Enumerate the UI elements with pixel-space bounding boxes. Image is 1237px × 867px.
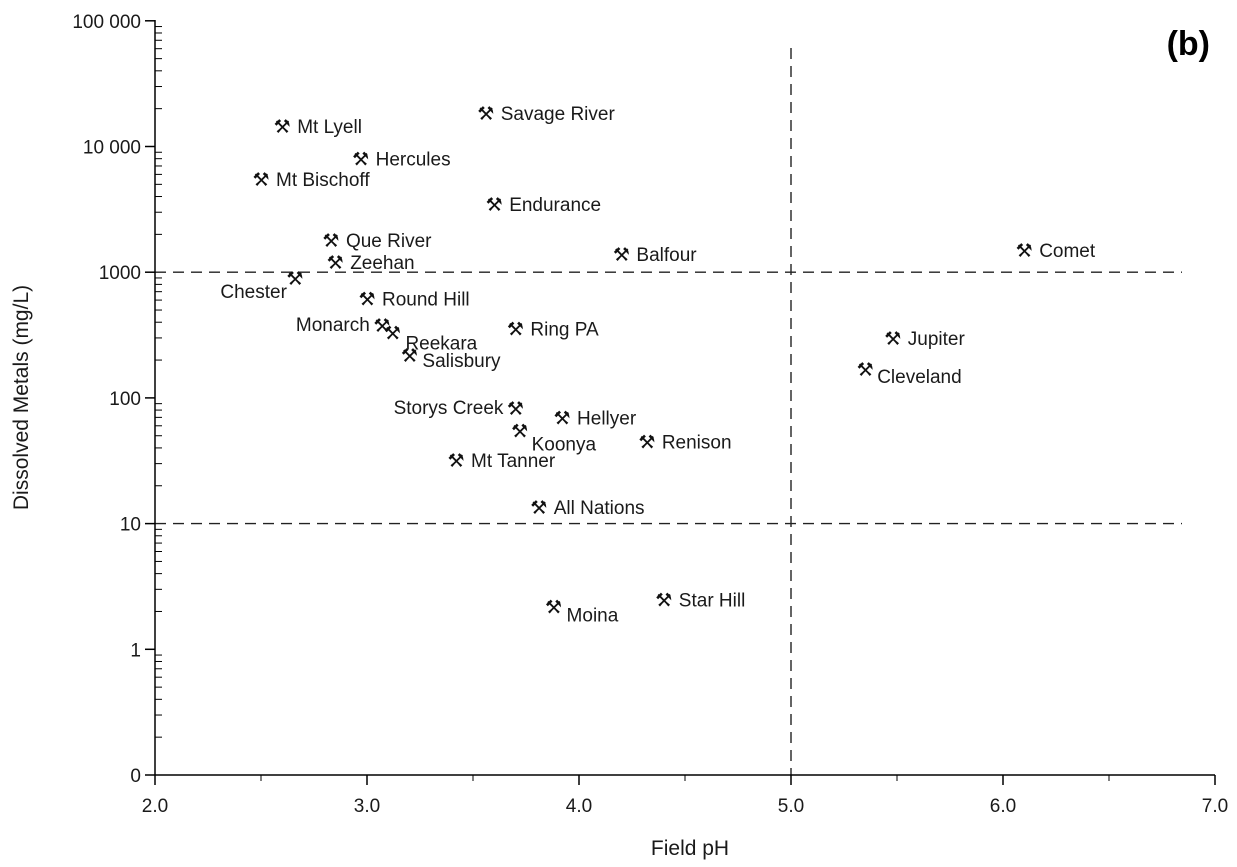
pick-and-hammer-icon: ⚒ bbox=[373, 315, 390, 337]
data-point: ⚒Storys Creek bbox=[394, 398, 524, 420]
point-label: Savage River bbox=[501, 104, 616, 125]
y-tick-label: 0 bbox=[130, 766, 141, 787]
x-tick-label: 6.0 bbox=[990, 796, 1016, 817]
point-label: Koonya bbox=[532, 435, 597, 456]
point-label: Balfour bbox=[636, 245, 697, 266]
data-point: ⚒ Star Hill bbox=[655, 589, 745, 611]
pick-and-hammer-icon: ⚒ bbox=[507, 398, 524, 420]
pick-and-hammer-icon: ⚒ bbox=[358, 288, 375, 310]
pick-and-hammer-icon: ⚒ bbox=[554, 407, 571, 429]
point-label: Hercules bbox=[376, 150, 451, 171]
point-label: Mt Bischoff bbox=[276, 170, 370, 191]
pick-and-hammer-icon: ⚒ bbox=[448, 450, 465, 472]
pick-and-hammer-icon: ⚒ bbox=[486, 194, 503, 216]
point-label: Endurance bbox=[509, 195, 601, 216]
pick-and-hammer-icon: ⚒ bbox=[545, 596, 562, 618]
data-point: ⚒ Hercules bbox=[352, 149, 451, 171]
pick-and-hammer-icon: ⚒ bbox=[530, 497, 547, 519]
pick-and-hammer-icon: ⚒ bbox=[1016, 240, 1033, 262]
data-point: ⚒ Zeehan bbox=[327, 252, 415, 274]
point-label: Renison bbox=[662, 432, 732, 453]
data-point: ⚒ Salisbury bbox=[401, 345, 501, 372]
data-point: ⚒ Mt Tanner bbox=[448, 450, 556, 472]
pick-and-hammer-icon: ⚒ bbox=[384, 323, 401, 345]
y-axis-title: Dissolved Metals (mg/L) bbox=[10, 285, 33, 510]
point-label: Round Hill bbox=[382, 289, 470, 310]
y-tick-label: 1000 bbox=[99, 263, 141, 284]
pick-and-hammer-icon: ⚒ bbox=[274, 116, 291, 138]
data-point: ⚒ All Nations bbox=[530, 497, 644, 519]
data-point: ⚒ Comet bbox=[1016, 240, 1096, 262]
data-point: ⚒ Jupiter bbox=[884, 328, 965, 350]
pick-and-hammer-icon: ⚒ bbox=[322, 230, 339, 252]
x-tick-label: 7.0 bbox=[1202, 796, 1228, 817]
pick-and-hammer-icon: ⚒ bbox=[507, 319, 524, 341]
point-label: Star Hill bbox=[679, 590, 746, 611]
x-tick-label: 3.0 bbox=[354, 796, 380, 817]
point-label: Chester bbox=[220, 282, 287, 303]
data-point: ⚒ Reekara bbox=[384, 323, 478, 355]
pick-and-hammer-icon: ⚒ bbox=[655, 589, 672, 611]
point-label: Hellyer bbox=[577, 408, 637, 429]
pick-and-hammer-icon: ⚒ bbox=[327, 252, 344, 274]
point-label: Monarch bbox=[296, 315, 370, 336]
x-axis-title: Field pH bbox=[651, 837, 729, 860]
y-tick-label: 100 000 bbox=[72, 12, 141, 33]
axis-ticks: 0 1 10 100 1000 10 000 100 000 2.0 3.0 4.0 5.0 6.0 7… bbox=[72, 12, 1228, 817]
y-tick-label: 10 000 bbox=[83, 138, 141, 159]
point-label: Salisbury bbox=[422, 351, 501, 372]
point-label: All Nations bbox=[554, 498, 645, 519]
pick-and-hammer-icon: ⚒ bbox=[857, 359, 874, 381]
data-point: ⚒ Balfour bbox=[613, 244, 697, 266]
pick-and-hammer-icon: ⚒ bbox=[477, 103, 494, 125]
x-tick-label: 5.0 bbox=[778, 796, 804, 817]
pick-and-hammer-icon: ⚒ bbox=[884, 328, 901, 350]
y-tick-label: 100 bbox=[109, 389, 141, 410]
data-point: ⚒ Moina bbox=[545, 596, 619, 626]
point-label: Que River bbox=[346, 231, 432, 252]
y-tick-label: 1 bbox=[130, 640, 141, 661]
point-label: Jupiter bbox=[908, 329, 966, 350]
data-point: ⚒Chester bbox=[220, 268, 303, 303]
y-tick-label: 10 bbox=[120, 515, 141, 536]
point-label: Moina bbox=[567, 605, 619, 626]
point-label: Ring PA bbox=[530, 320, 599, 341]
data-points: ⚒ Mt Lyell⚒ Savage River⚒ Hercules⚒ Mt Bisch… bbox=[220, 103, 1095, 626]
point-label: Comet bbox=[1039, 241, 1096, 262]
data-point: ⚒ Hellyer bbox=[554, 407, 637, 429]
reference-lines bbox=[155, 48, 1182, 775]
data-point: ⚒ Mt Bischoff bbox=[252, 169, 370, 191]
pick-and-hammer-icon: ⚒ bbox=[352, 149, 369, 171]
point-label: Zeehan bbox=[350, 253, 414, 274]
data-point: ⚒ Ring PA bbox=[507, 319, 599, 341]
x-tick-label: 4.0 bbox=[566, 796, 592, 817]
point-label: Mt Lyell bbox=[297, 117, 362, 138]
pick-and-hammer-icon: ⚒ bbox=[613, 244, 630, 266]
point-label: Cleveland bbox=[877, 367, 962, 388]
x-tick-label: 2.0 bbox=[142, 796, 168, 817]
data-point: ⚒ Savage River bbox=[477, 103, 615, 125]
data-point: ⚒ Round Hill bbox=[358, 288, 469, 310]
panel-label: (b) bbox=[1167, 25, 1210, 63]
pick-and-hammer-icon: ⚒ bbox=[638, 431, 655, 453]
pick-and-hammer-icon: ⚒ bbox=[511, 421, 528, 443]
data-point: ⚒Monarch bbox=[296, 315, 390, 337]
data-point: ⚒ Renison bbox=[638, 431, 731, 453]
pick-and-hammer-icon: ⚒ bbox=[401, 345, 418, 367]
pick-and-hammer-icon: ⚒ bbox=[286, 268, 303, 290]
data-point: ⚒ Mt Lyell bbox=[274, 116, 362, 138]
point-label: Reekara bbox=[405, 334, 477, 355]
data-point: ⚒ Endurance bbox=[486, 194, 601, 216]
data-point: ⚒ Que River bbox=[322, 230, 432, 252]
pick-and-hammer-icon: ⚒ bbox=[252, 169, 269, 191]
point-label: Mt Tanner bbox=[471, 451, 556, 472]
data-point: ⚒ Cleveland bbox=[857, 359, 962, 388]
point-label: Storys Creek bbox=[394, 398, 504, 419]
data-point: ⚒Koonya bbox=[511, 421, 596, 456]
